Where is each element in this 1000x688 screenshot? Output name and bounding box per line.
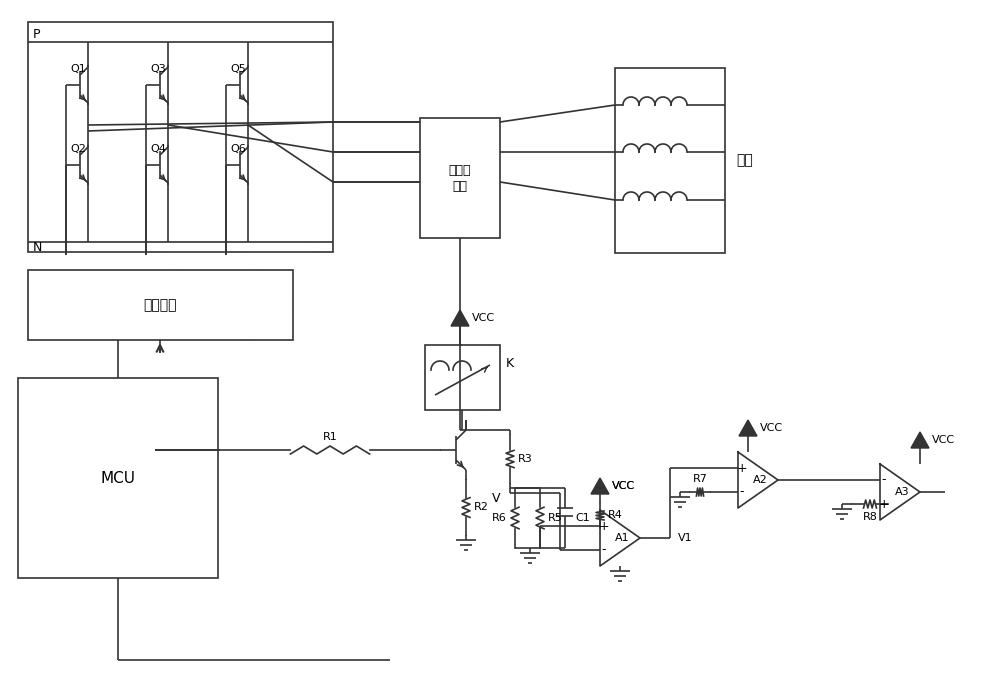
Text: R5: R5: [548, 513, 563, 523]
Polygon shape: [451, 310, 469, 326]
Text: V1: V1: [678, 533, 693, 543]
Text: 霍尔传: 霍尔传: [449, 164, 471, 177]
Text: MCU: MCU: [100, 471, 136, 486]
Text: R8: R8: [863, 512, 877, 522]
Text: A2: A2: [753, 475, 767, 485]
Text: VCC: VCC: [612, 481, 635, 491]
Text: VCC: VCC: [760, 423, 783, 433]
Text: 驱动电路: 驱动电路: [143, 298, 177, 312]
Text: K: K: [506, 356, 514, 369]
Text: N: N: [33, 241, 42, 253]
Text: Q3: Q3: [150, 64, 166, 74]
Text: C1: C1: [575, 513, 590, 523]
Text: 风机: 风机: [737, 153, 753, 167]
Text: +: +: [737, 462, 747, 475]
Text: VCC: VCC: [472, 313, 495, 323]
Text: VCC: VCC: [932, 435, 955, 445]
Text: R2: R2: [474, 502, 489, 513]
Polygon shape: [739, 420, 757, 436]
Text: -: -: [882, 473, 886, 486]
Bar: [28, 270, 293, 340]
Bar: [425, 345, 500, 410]
Text: R1: R1: [323, 432, 337, 442]
Text: A3: A3: [895, 487, 909, 497]
Bar: [615, 68, 725, 253]
Bar: [28, 22, 333, 252]
Bar: [18, 378, 218, 578]
Text: -: -: [740, 486, 744, 499]
Text: R6: R6: [492, 513, 507, 523]
Text: R4: R4: [608, 510, 623, 521]
Text: R3: R3: [518, 454, 533, 464]
Text: P: P: [33, 28, 40, 41]
Text: VCC: VCC: [612, 481, 635, 491]
Text: Q4: Q4: [150, 144, 166, 154]
Text: Q1: Q1: [70, 64, 86, 74]
Bar: [420, 118, 500, 238]
Text: R7: R7: [693, 474, 707, 484]
Text: Q5: Q5: [230, 64, 246, 74]
Text: -: -: [602, 544, 606, 557]
Text: +: +: [879, 497, 889, 510]
Text: A1: A1: [615, 533, 629, 543]
Text: 感器: 感器: [452, 180, 468, 193]
Polygon shape: [591, 478, 609, 494]
Text: Q6: Q6: [230, 144, 246, 154]
Polygon shape: [911, 432, 929, 448]
Text: Q2: Q2: [70, 144, 86, 154]
Text: V: V: [492, 491, 500, 504]
Text: +: +: [599, 519, 609, 533]
